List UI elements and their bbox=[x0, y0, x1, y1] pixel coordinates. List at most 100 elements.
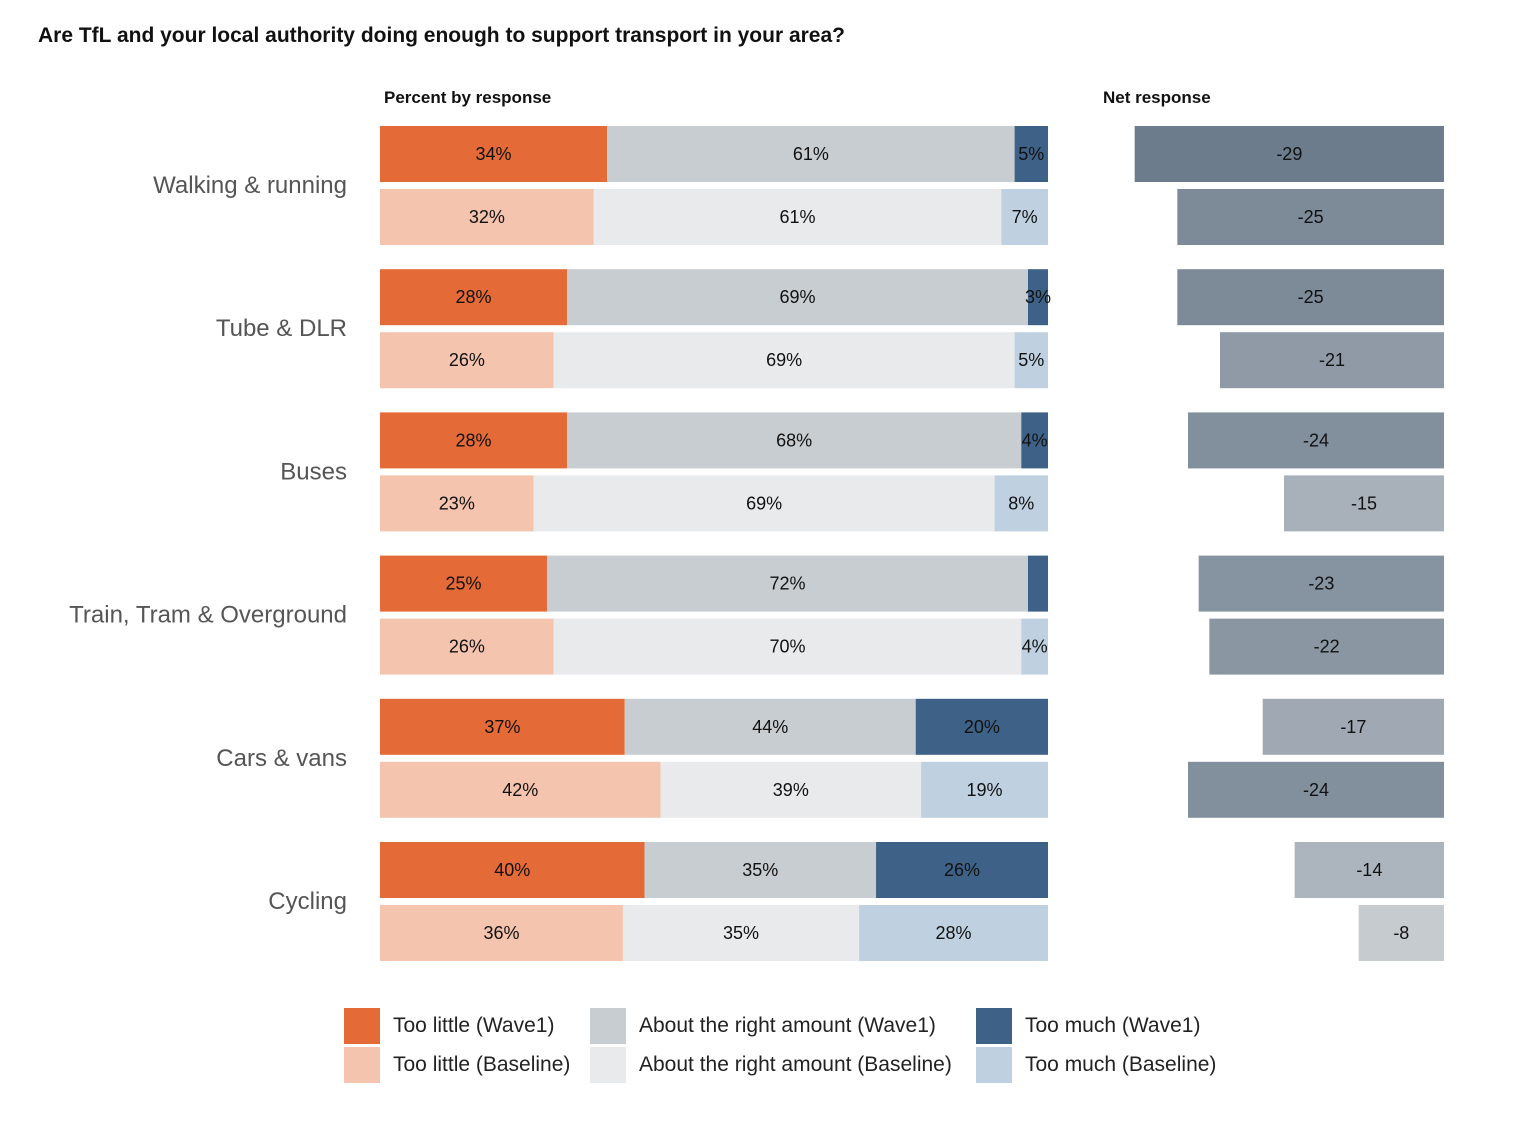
bar-segment-right-amount-baseline bbox=[660, 761, 922, 818]
bar-data-label: 42% bbox=[502, 780, 538, 800]
bar-segment-too-much-wave1 bbox=[876, 842, 1048, 898]
bar-data-label: 69% bbox=[746, 493, 782, 513]
legend-item-right-wave1: About the right amount (Wave1) bbox=[590, 1008, 936, 1044]
bar-data-label: 39% bbox=[773, 780, 809, 800]
bar-data-label: 28% bbox=[456, 287, 492, 307]
legend-label: Too much (Baseline) bbox=[1025, 1053, 1217, 1076]
legend-swatch-too-little-baseline bbox=[344, 1047, 380, 1083]
legend-item-too-little-baseline: Too little (Baseline) bbox=[344, 1047, 570, 1083]
bar-segment-too-much-wave1 bbox=[1021, 412, 1048, 469]
bar-segment-right-amount-wave1 bbox=[607, 126, 1015, 182]
legend-label: Too little (Baseline) bbox=[393, 1053, 571, 1076]
legend-label: Too little (Wave1) bbox=[393, 1014, 555, 1037]
bar-segment-too-little-wave1 bbox=[380, 126, 608, 182]
bar-data-label: 3% bbox=[1025, 287, 1051, 307]
bar-data-label: 8% bbox=[1008, 493, 1034, 513]
bar-data-label: 19% bbox=[967, 780, 1003, 800]
legend-label: About the right amount (Baseline) bbox=[639, 1053, 952, 1076]
bar-segment-too-little-wave1 bbox=[380, 842, 645, 898]
category-label: Train, Tram & Overground bbox=[69, 602, 347, 629]
net-response-bar-baseline bbox=[1177, 189, 1444, 245]
bar-data-label: 61% bbox=[793, 144, 829, 164]
net-response-label: -21 bbox=[1319, 350, 1345, 370]
bar-segment-right-amount-baseline bbox=[593, 189, 1002, 245]
bar-segment-too-much-baseline bbox=[994, 475, 1048, 532]
bar-segment-too-little-wave1 bbox=[380, 555, 547, 612]
net-response-bar-baseline bbox=[1220, 332, 1444, 389]
bar-data-label: 5% bbox=[1018, 350, 1044, 370]
legend-swatch-right-baseline bbox=[590, 1047, 626, 1083]
bar-segment-right-amount-baseline bbox=[553, 332, 1015, 389]
bar-data-label: 7% bbox=[1012, 207, 1038, 227]
bar-segment-too-little-baseline bbox=[380, 332, 554, 389]
net-response-bar-baseline bbox=[1284, 475, 1444, 532]
bar-segment-too-much-baseline bbox=[859, 905, 1048, 961]
bar-data-label: 5% bbox=[1018, 144, 1044, 164]
bar-data-label: 4% bbox=[1022, 430, 1048, 450]
chart-plot: Walking & running 34% 61% 5% -29 32% 61% 7% -25 T… bbox=[69, 126, 1444, 961]
legend-item-right-baseline: About the right amount (Baseline) bbox=[590, 1047, 952, 1083]
bar-data-label: 70% bbox=[769, 637, 805, 657]
bar-data-label: 72% bbox=[769, 574, 805, 594]
bar-data-label: 69% bbox=[779, 287, 815, 307]
bar-data-label: 25% bbox=[445, 574, 481, 594]
bar-segment-too-little-baseline bbox=[380, 618, 554, 675]
bar-data-label: 4% bbox=[1022, 637, 1048, 657]
bar-segment-too-little-baseline bbox=[380, 189, 594, 245]
net-response-label: -25 bbox=[1298, 287, 1324, 307]
category-label: Cycling bbox=[268, 888, 347, 915]
net-response-label: -14 bbox=[1356, 860, 1382, 880]
legend-item-too-little-wave1: Too little (Wave1) bbox=[344, 1008, 554, 1044]
net-response-label: -23 bbox=[1308, 574, 1334, 594]
bar-data-label: 28% bbox=[456, 430, 492, 450]
net-response-bar-wave1 bbox=[1294, 842, 1444, 898]
bar-segment-too-little-wave1 bbox=[380, 269, 568, 326]
bar-data-label: 32% bbox=[469, 207, 505, 227]
bar-segment-too-little-wave1 bbox=[380, 698, 625, 755]
bar-segment-too-much-wave1 bbox=[1027, 269, 1048, 326]
bar-segment-too-much-baseline bbox=[921, 761, 1048, 818]
category-label: Buses bbox=[280, 458, 347, 485]
bar-segment-right-amount-wave1 bbox=[567, 412, 1022, 469]
legend-item-too-much-baseline: Too much (Baseline) bbox=[976, 1047, 1216, 1083]
bar-data-label: 23% bbox=[439, 493, 475, 513]
bar-segment-right-amount-baseline bbox=[553, 618, 1022, 675]
bar-segment-too-much-wave1 bbox=[915, 698, 1048, 755]
bar-data-label: 68% bbox=[776, 430, 812, 450]
legend-label: About the right amount (Wave1) bbox=[639, 1014, 936, 1037]
bar-segment-right-amount-wave1 bbox=[624, 698, 916, 755]
bar-data-label: 61% bbox=[779, 207, 815, 227]
category-label: Tube & DLR bbox=[216, 315, 347, 342]
net-response-bar-wave1 bbox=[1198, 555, 1444, 612]
bar-segment-right-amount-wave1 bbox=[644, 842, 877, 898]
bar-segment-too-much-wave1 bbox=[1027, 555, 1048, 612]
legend-item-too-much-wave1: Too much (Wave1) bbox=[976, 1008, 1200, 1044]
chart-title: Are TfL and your local authority doing e… bbox=[38, 24, 845, 47]
legend-swatch-too-much-baseline bbox=[976, 1047, 1012, 1083]
bar-data-label: 44% bbox=[752, 717, 788, 737]
legend-label: Too much (Wave1) bbox=[1025, 1014, 1201, 1037]
bar-data-label: 36% bbox=[483, 923, 519, 943]
net-response-bar-wave1 bbox=[1177, 269, 1444, 326]
bar-segment-too-much-baseline bbox=[1021, 618, 1048, 675]
bar-segment-right-amount-wave1 bbox=[547, 555, 1028, 612]
bar-data-label: 37% bbox=[484, 717, 520, 737]
net-response-label: -24 bbox=[1303, 430, 1329, 450]
net-response-label: -22 bbox=[1314, 637, 1340, 657]
bar-data-label: 40% bbox=[494, 860, 530, 880]
net-response-header: Net response bbox=[1103, 88, 1211, 107]
bar-segment-too-little-baseline bbox=[380, 905, 623, 961]
bar-segment-too-much-wave1 bbox=[1014, 126, 1048, 182]
net-response-bar-wave1 bbox=[1134, 126, 1444, 182]
net-response-bar-wave1 bbox=[1262, 698, 1444, 755]
bar-segment-right-amount-wave1 bbox=[567, 269, 1028, 326]
bar-segment-too-little-baseline bbox=[380, 761, 661, 818]
bar-segment-too-little-wave1 bbox=[380, 412, 568, 469]
bar-segment-right-amount-baseline bbox=[622, 905, 860, 961]
bar-data-label: 69% bbox=[766, 350, 802, 370]
net-response-label: -25 bbox=[1298, 207, 1324, 227]
net-response-bar-baseline bbox=[1358, 905, 1444, 961]
bar-data-label: 34% bbox=[476, 144, 512, 164]
net-response-bar-baseline bbox=[1188, 761, 1444, 818]
bar-data-label: 28% bbox=[936, 923, 972, 943]
